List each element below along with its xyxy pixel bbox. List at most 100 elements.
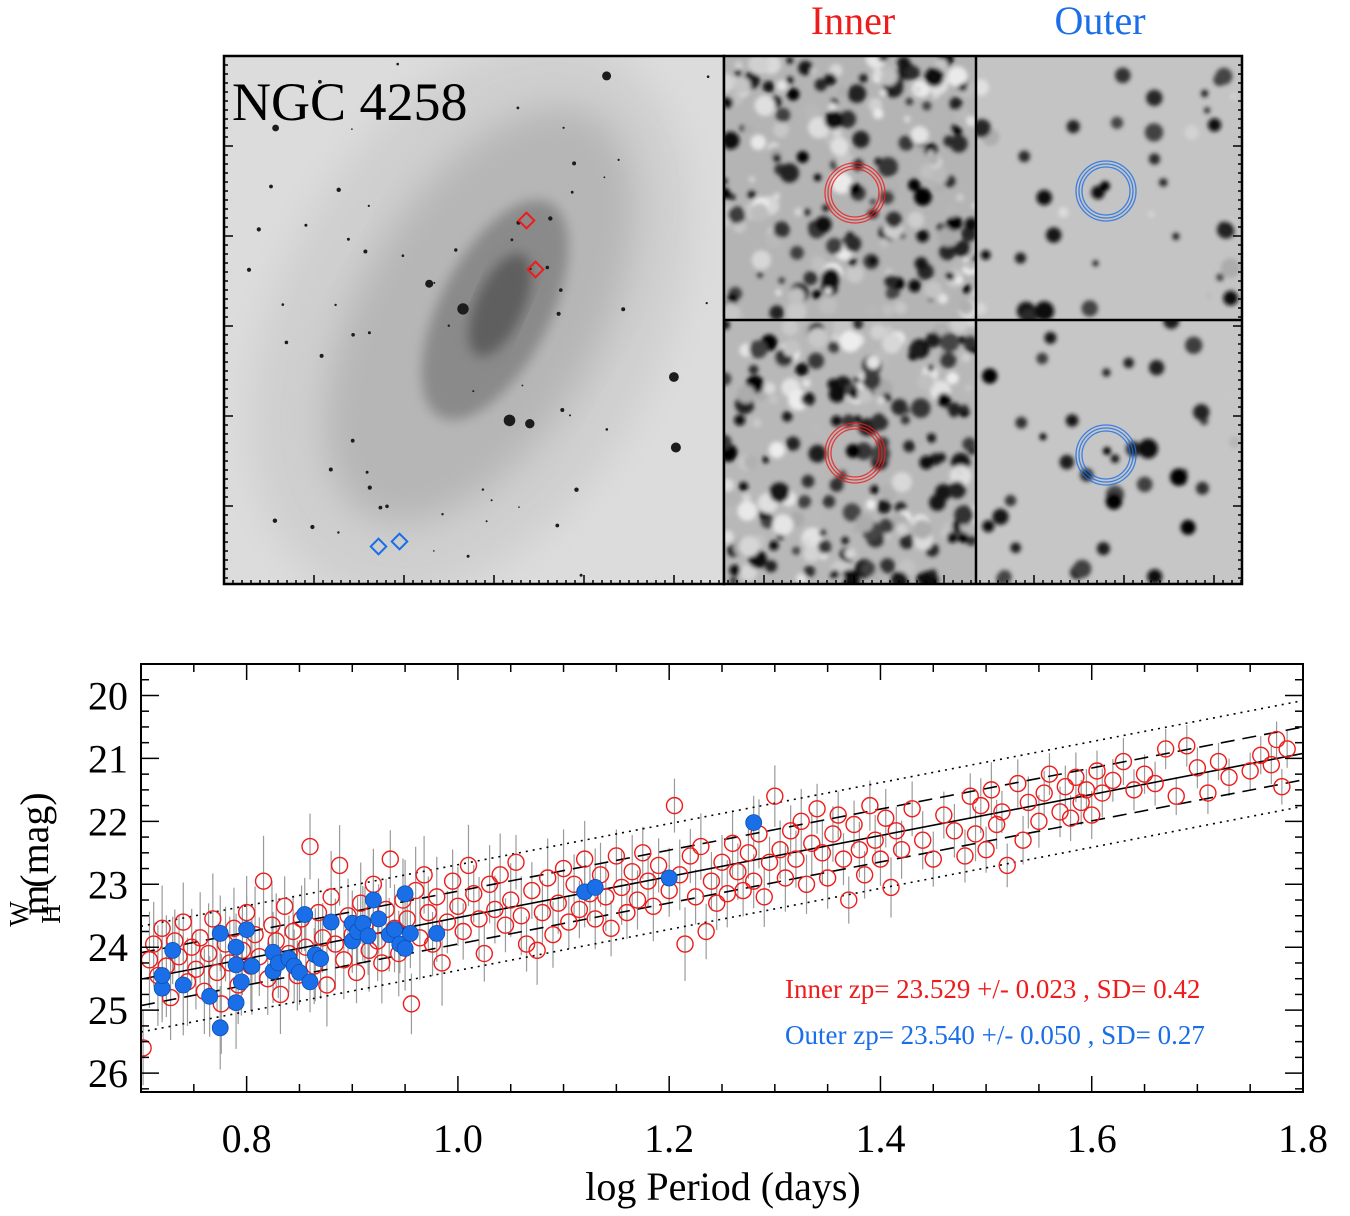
cutout-pixel [724, 320, 731, 330]
cutout-pixel [833, 129, 841, 137]
inner-point [612, 878, 631, 897]
outer-point [153, 967, 171, 984]
inner-point [692, 837, 710, 856]
outer-point [243, 957, 261, 975]
inner-point [871, 850, 890, 868]
inner-point [1114, 752, 1133, 771]
inner-point [877, 809, 895, 827]
y-tick-label: 20 [88, 673, 128, 718]
cutout-pixel [982, 368, 998, 384]
cutout-pixel [915, 143, 927, 155]
cutout-pixel [805, 504, 823, 522]
inner-point [539, 869, 557, 887]
inner-point [1241, 762, 1259, 780]
fit-line-dashed [141, 779, 1303, 1007]
inner-point [326, 935, 345, 953]
field-star [503, 414, 516, 427]
cutout-pixel [912, 519, 932, 540]
outer-annotation: Outer zp= 23.540 +/- 0.050 , SD= 0.27 [785, 1020, 1205, 1050]
outer-point [401, 924, 419, 942]
field-star [555, 523, 560, 528]
cutout-pixel [794, 207, 803, 217]
inner-point [829, 806, 847, 824]
inner-point [850, 840, 869, 859]
cutout-pixel [828, 102, 837, 112]
outer-point [238, 921, 256, 939]
inner-point [840, 891, 858, 909]
y-axis-label-unit: (mag) [12, 792, 57, 888]
cutout-pixel [982, 520, 995, 533]
field-star [441, 513, 444, 516]
x-tick-label: 1.4 [855, 1116, 905, 1161]
inner-point [1220, 768, 1238, 786]
inner-point [1252, 746, 1270, 764]
inner-point [459, 856, 478, 875]
field-star [670, 442, 681, 453]
field-star [574, 487, 579, 492]
y-tick-label: 24 [88, 925, 128, 970]
field-star [605, 428, 609, 431]
cutout-pixel [927, 149, 935, 158]
cutout-pixel [824, 110, 843, 130]
cutout-pixel [748, 176, 756, 183]
cutout-pixel [724, 73, 735, 93]
field-star [705, 302, 708, 305]
cutout-pixel [1148, 211, 1155, 218]
cutout-pixel [734, 69, 743, 78]
inner-label: Inner [811, 0, 895, 43]
cutout-pixel [946, 372, 959, 385]
cutout-pixel [1229, 436, 1241, 449]
field-star [351, 333, 355, 337]
cutout-pixel [812, 289, 822, 300]
field-star [706, 75, 710, 78]
cutout-pixel [949, 320, 968, 333]
field-star [334, 303, 337, 307]
inner-point [813, 844, 832, 862]
inner-point [191, 929, 209, 947]
field-star [246, 267, 252, 272]
cutout-pixel [747, 190, 756, 199]
cutout-pixel [914, 86, 921, 93]
cutout-pixel [830, 569, 840, 580]
inner-point [381, 850, 400, 868]
cutout-pixel [939, 243, 956, 261]
inner-point [697, 922, 715, 941]
cutout-pixel [729, 194, 736, 201]
cutout-pixel [807, 116, 830, 139]
inner-point [702, 872, 721, 890]
inner-point [1278, 740, 1296, 758]
inner-point [199, 944, 218, 963]
cutout-pixel [916, 229, 929, 243]
cutout-pixel [937, 327, 946, 336]
cutout-pixel [791, 216, 800, 226]
inner-point [665, 796, 684, 815]
inner-point [187, 960, 205, 978]
inner-point [560, 913, 578, 931]
outer-point [745, 814, 763, 832]
cutout-pixel [792, 546, 801, 555]
inner-point [1056, 778, 1075, 796]
outer-point [296, 906, 314, 923]
inner-point [1146, 774, 1164, 793]
cutout-pixel [1036, 352, 1048, 365]
cutout-pixel [879, 558, 896, 574]
cutout-pixel [928, 569, 937, 578]
cutout-pixel [1159, 178, 1168, 187]
cutout-pixel [1216, 220, 1235, 239]
outer-point [201, 987, 219, 1005]
inner-point [1040, 765, 1059, 783]
field-star [485, 520, 488, 523]
inner-point [787, 850, 805, 868]
inner-point [1035, 784, 1053, 802]
inner-point [141, 1039, 152, 1057]
cutout-pixel [828, 341, 840, 353]
cutout-pixel [1110, 454, 1120, 464]
cutout-pixel [854, 415, 862, 423]
inner-point [570, 900, 589, 919]
field-star [401, 254, 405, 257]
cutout-pixel [1148, 153, 1161, 165]
target-star [1103, 447, 1111, 455]
inner-point [734, 881, 752, 900]
cutout-pixel [1223, 394, 1230, 401]
